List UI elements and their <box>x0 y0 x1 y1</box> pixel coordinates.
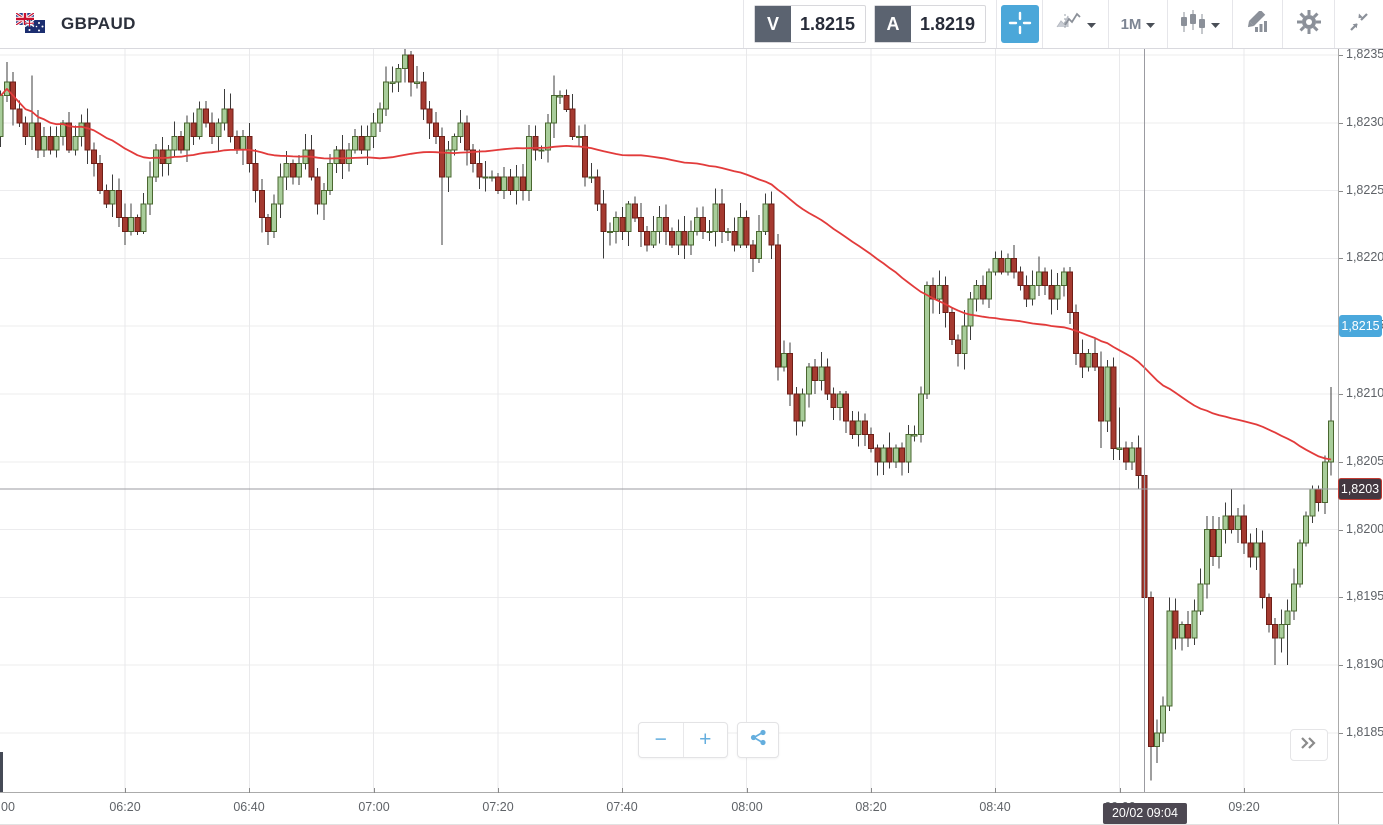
time-tick-label: 07:20 <box>482 800 514 814</box>
price-tick-mark <box>1339 122 1343 124</box>
time-tick-label: 09:20 <box>1228 800 1260 814</box>
zoom-control-group: − + <box>638 722 728 758</box>
candlestick-chart[interactable] <box>0 0 1338 825</box>
pencil-chart-icon <box>1246 9 1270 38</box>
time-tick-mark <box>622 788 623 793</box>
buy-button[interactable]: A 1.8219 <box>874 5 986 43</box>
left-edge-marker <box>0 752 3 792</box>
top-toolbar: GBPAUD V 1.8215 A 1.8219 <box>0 0 1383 49</box>
price-tick-mark <box>1339 190 1343 192</box>
price-tick-label: 1,8190 <box>1346 657 1383 672</box>
share-icon <box>749 728 768 752</box>
chevron-down-icon <box>1211 15 1220 33</box>
price-tick-mark <box>1339 461 1343 463</box>
time-tick-label: 08:40 <box>979 800 1011 814</box>
sell-badge: V <box>755 6 791 42</box>
price-tick-mark <box>1339 55 1343 56</box>
time-tick-label: 06:40 <box>233 800 265 814</box>
settings-button[interactable] <box>1282 0 1334 48</box>
price-tick-label: 1,8225 <box>1346 182 1383 197</box>
drawing-tools-button[interactable] <box>1232 0 1282 48</box>
price-tick-label: 1,8220 <box>1346 250 1383 265</box>
price-tick-mark <box>1339 597 1343 599</box>
timeframe-label: 1M <box>1120 15 1142 33</box>
symbol-title: GBPAUD <box>61 14 136 33</box>
time-tick-mark <box>1120 788 1121 793</box>
current-price-label: 1,8215 <box>1339 315 1382 338</box>
time-tick-mark <box>995 788 996 793</box>
compare-dropdown[interactable] <box>1042 0 1108 48</box>
price-tick-label: 1,8210 <box>1346 386 1383 400</box>
compare-charts-icon <box>1056 11 1082 38</box>
candlestick-type-icon <box>1180 9 1206 39</box>
crosshair-icon <box>1007 10 1033 39</box>
chart-type-dropdown[interactable] <box>1167 0 1232 48</box>
collapse-button[interactable] <box>1334 0 1383 48</box>
crosshair-time-label: 20/02 09:04 <box>1102 803 1188 824</box>
time-tick-mark <box>871 788 872 793</box>
chevron-down-icon <box>1086 15 1096 33</box>
time-tick-label: 07:40 <box>606 800 638 814</box>
price-tick-label: 1,8185 <box>1346 725 1383 739</box>
quote-section: V 1.8215 A 1.8219 <box>743 0 996 48</box>
time-tick-mark <box>249 788 250 793</box>
time-tick-mark <box>125 788 126 793</box>
collapse-arrows-icon <box>1348 11 1370 38</box>
price-tick-label: 1,8235 <box>1346 47 1383 61</box>
gbp-aud-flags-icon <box>16 12 48 36</box>
price-tick-label: 1,8200 <box>1346 521 1383 536</box>
timeframe-dropdown[interactable]: 1M <box>1108 0 1167 48</box>
price-axis[interactable]: 1,8235 1,8230 1,8225 1,8220 1,8215 1,8210 1,82… <box>1338 47 1383 824</box>
crosshair-tool-section <box>996 0 1042 48</box>
sell-price: 1.8215 <box>799 13 855 34</box>
price-tick-label: 1,8205 <box>1346 453 1383 468</box>
scroll-to-latest-button[interactable] <box>1290 729 1328 761</box>
price-tick-mark <box>1339 529 1343 531</box>
symbol-area: GBPAUD <box>0 12 136 36</box>
price-tick-mark <box>1339 258 1343 260</box>
price-tick-mark <box>1339 733 1343 734</box>
time-tick-label: 06:20 <box>109 800 141 814</box>
time-axis-line <box>0 792 1383 793</box>
price-tick-mark <box>1339 394 1343 395</box>
time-tick-label-partial: 00 <box>1 800 15 814</box>
time-tick-mark <box>1244 788 1245 793</box>
double-chevron-right-icon <box>1300 736 1318 755</box>
zoom-in-button[interactable]: + <box>684 723 728 757</box>
buy-badge: A <box>875 6 911 42</box>
time-tick-mark <box>747 788 748 793</box>
share-button[interactable] <box>737 722 779 758</box>
time-tick-label: 07:00 <box>358 800 390 814</box>
price-tick-mark <box>1339 665 1343 667</box>
chevron-down-icon <box>1146 15 1156 33</box>
time-tick-mark <box>498 788 499 793</box>
gear-icon <box>1296 9 1321 39</box>
time-tick-mark <box>374 788 375 793</box>
zoom-out-button[interactable]: − <box>639 723 684 757</box>
time-tick-label: 08:00 <box>731 800 763 814</box>
toolbar-right: V 1.8215 A 1.8219 <box>743 0 1383 48</box>
time-tick-label: 08:20 <box>855 800 887 814</box>
buy-price: 1.8219 <box>919 13 975 34</box>
crosshair-price-label: 1,8203 <box>1338 477 1382 500</box>
price-tick-label: 1,8195 <box>1346 589 1383 604</box>
crosshair-tool-button[interactable] <box>1000 5 1039 43</box>
sell-button[interactable]: V 1.8215 <box>754 5 866 43</box>
price-tick-label: 1,8230 <box>1346 114 1383 129</box>
